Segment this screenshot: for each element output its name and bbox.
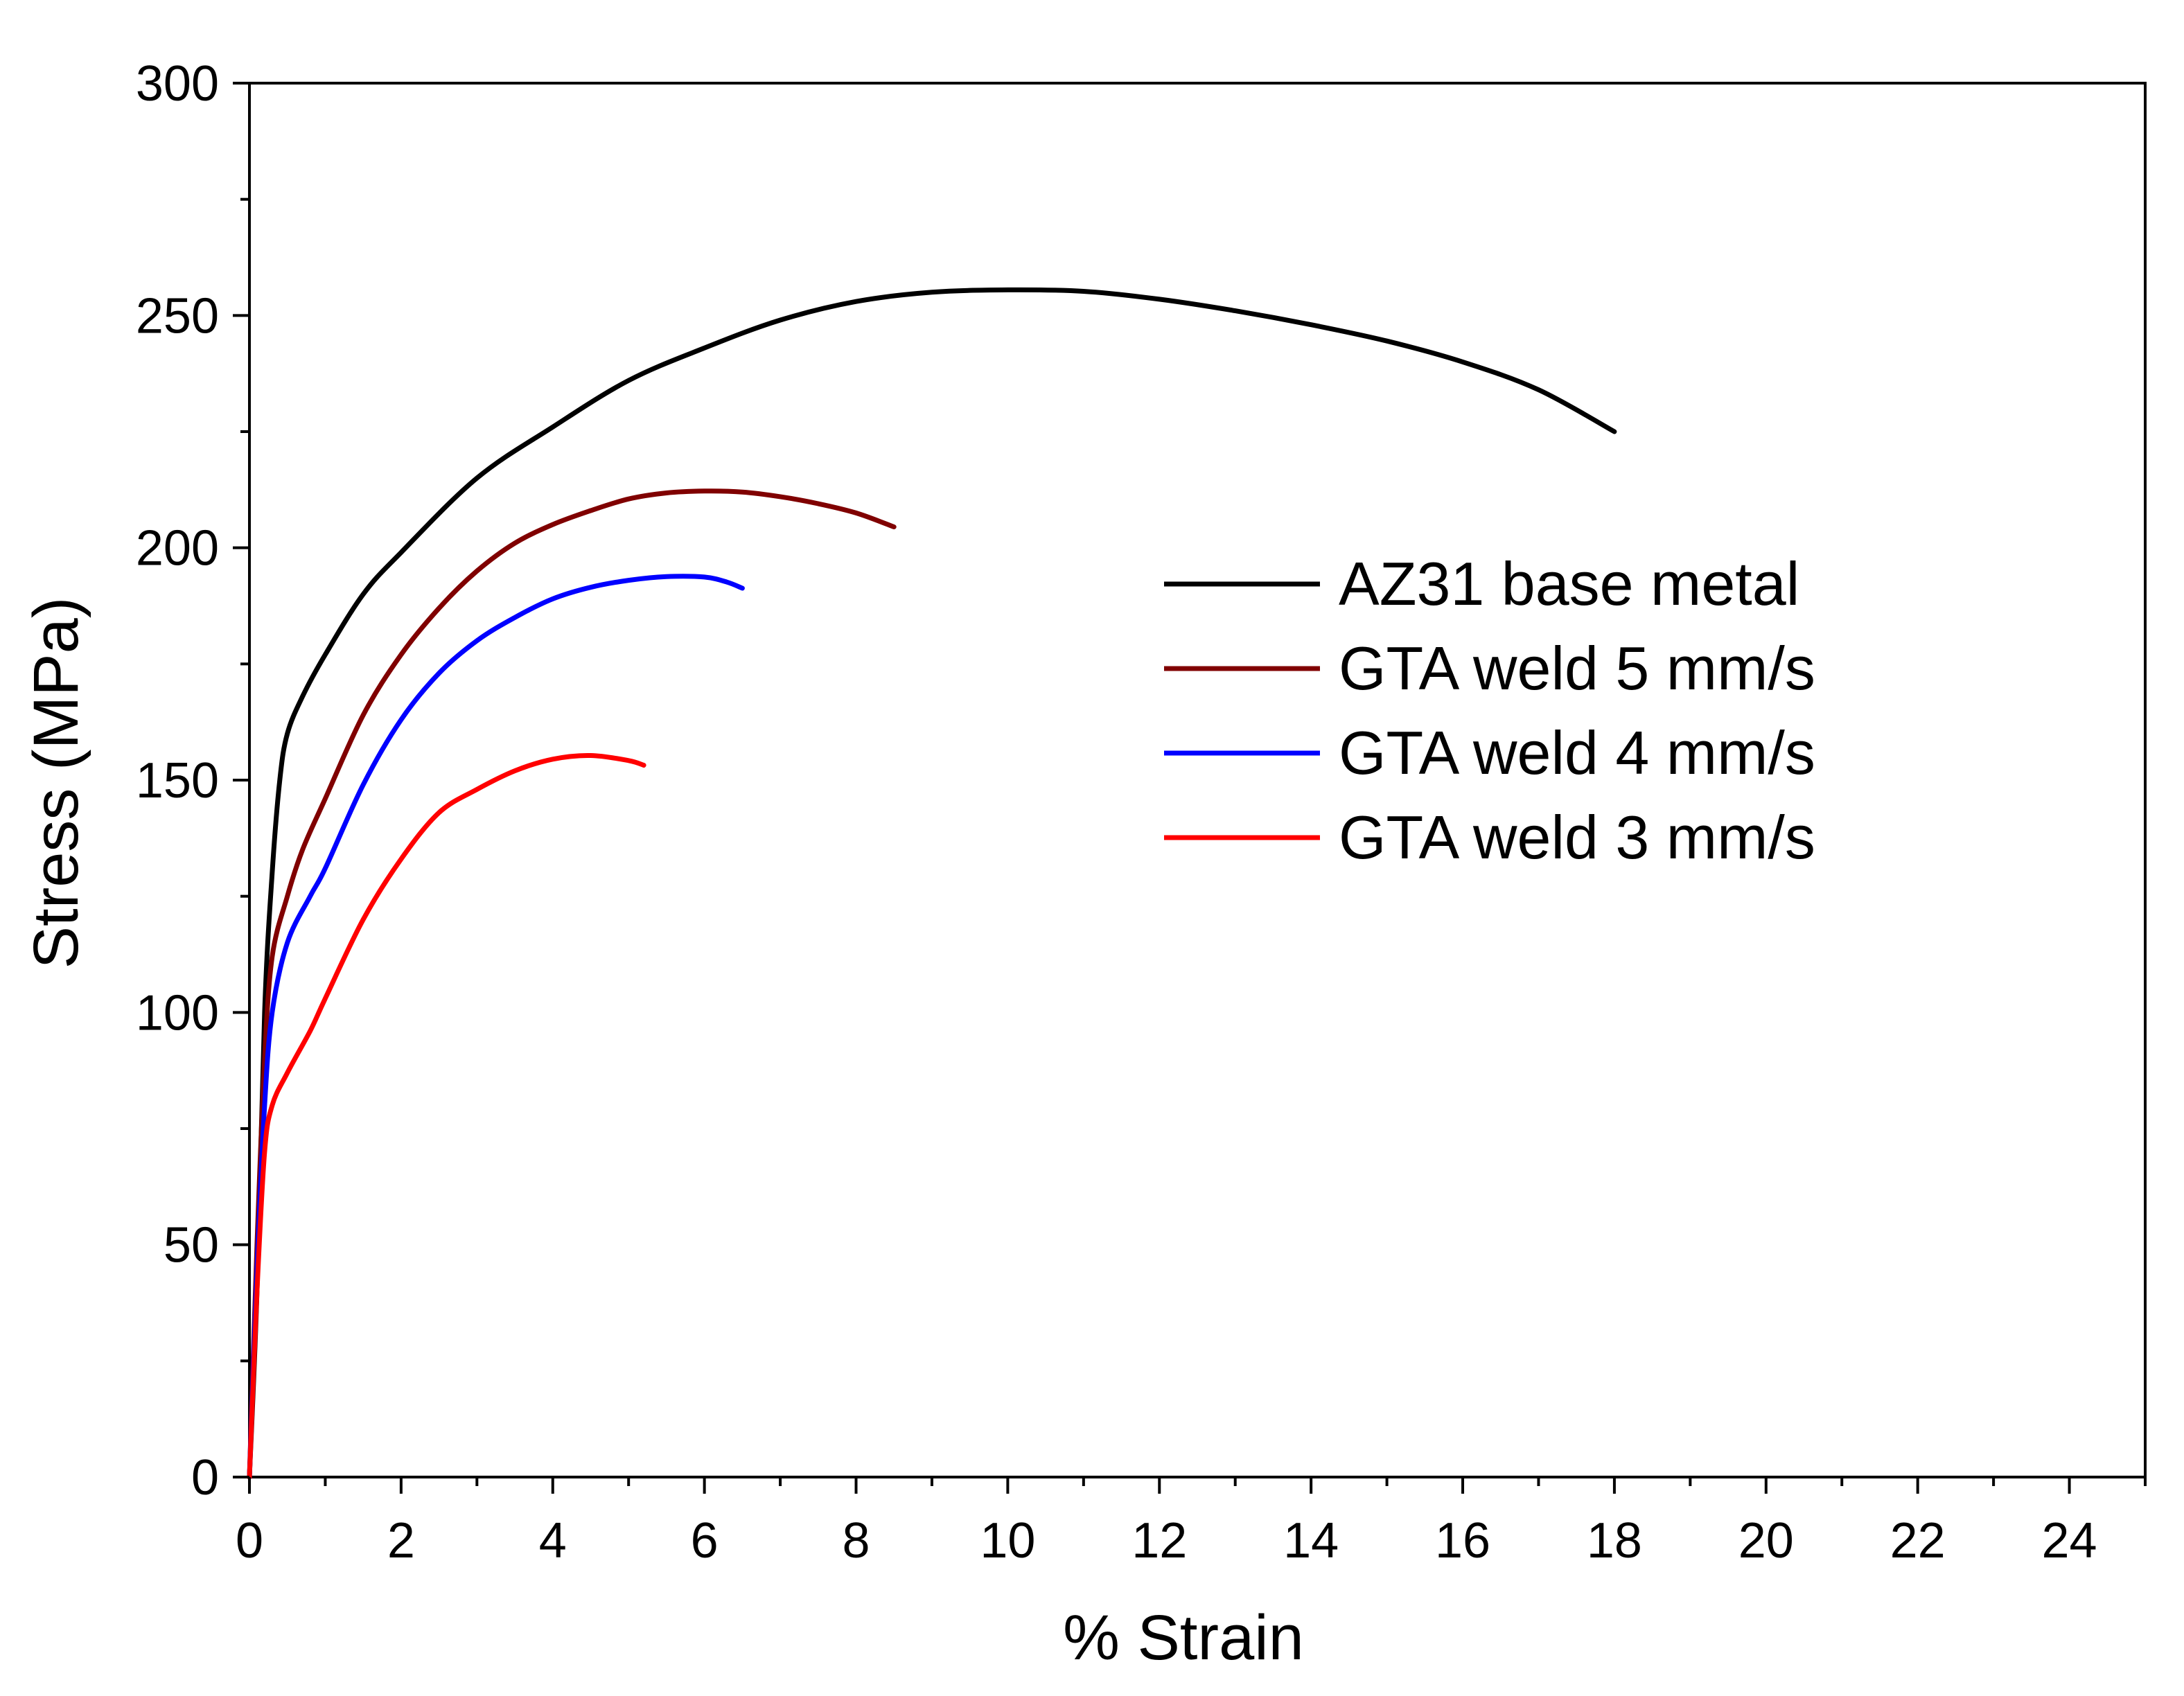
legend-label-gta-weld-5-mm-s: GTA weld 5 mm/s [1339,634,1815,703]
x-tick-label: 24 [2042,1513,2097,1569]
legend-label-gta-weld-3-mm-s: GTA weld 3 mm/s [1339,803,1815,872]
x-tick-label: 6 [691,1513,719,1569]
x-tick-label: 12 [1131,1513,1187,1569]
series-line-gta-weld-5-mm-s [247,488,897,1480]
x-tick-label: 0 [236,1513,263,1569]
x-tick-label: 18 [1587,1513,1642,1569]
y-tick-label: 100 [136,985,219,1041]
series-line-gta-weld-4-mm-s [247,574,745,1480]
y-tick-label: 250 [136,288,219,344]
y-tick-label: 300 [136,56,219,112]
x-tick-label: 8 [842,1513,870,1569]
series-line-gta-weld-3-mm-s [247,752,646,1480]
x-tick-label: 16 [1435,1513,1490,1569]
y-tick-label: 0 [191,1450,219,1505]
x-tick-label: 14 [1283,1513,1339,1569]
series-line-az31-base-metal [247,287,1617,1480]
x-tick-label: 22 [1890,1513,1946,1569]
legend-label-gta-weld-4-mm-s: GTA weld 4 mm/s [1339,718,1815,787]
y-tick-label: 150 [136,753,219,809]
x-tick-label: 2 [387,1513,415,1569]
y-tick-label: 50 [164,1218,219,1273]
series-layer [247,287,1617,1480]
y-tick-label: 200 [136,521,219,576]
y-axis-title: Stress (MPa) [21,597,91,969]
legend: AZ31 base metal GTA weld 5 mm/s GTA weld 4… [1164,549,1815,872]
x-tick-label: 20 [1738,1513,1794,1569]
x-axis-title: % Strain [1063,1602,1304,1673]
x-tick-label: 4 [539,1513,567,1569]
legend-label-az31-base-metal: AZ31 base metal [1339,549,1799,618]
x-tick-label: 10 [980,1513,1035,1569]
